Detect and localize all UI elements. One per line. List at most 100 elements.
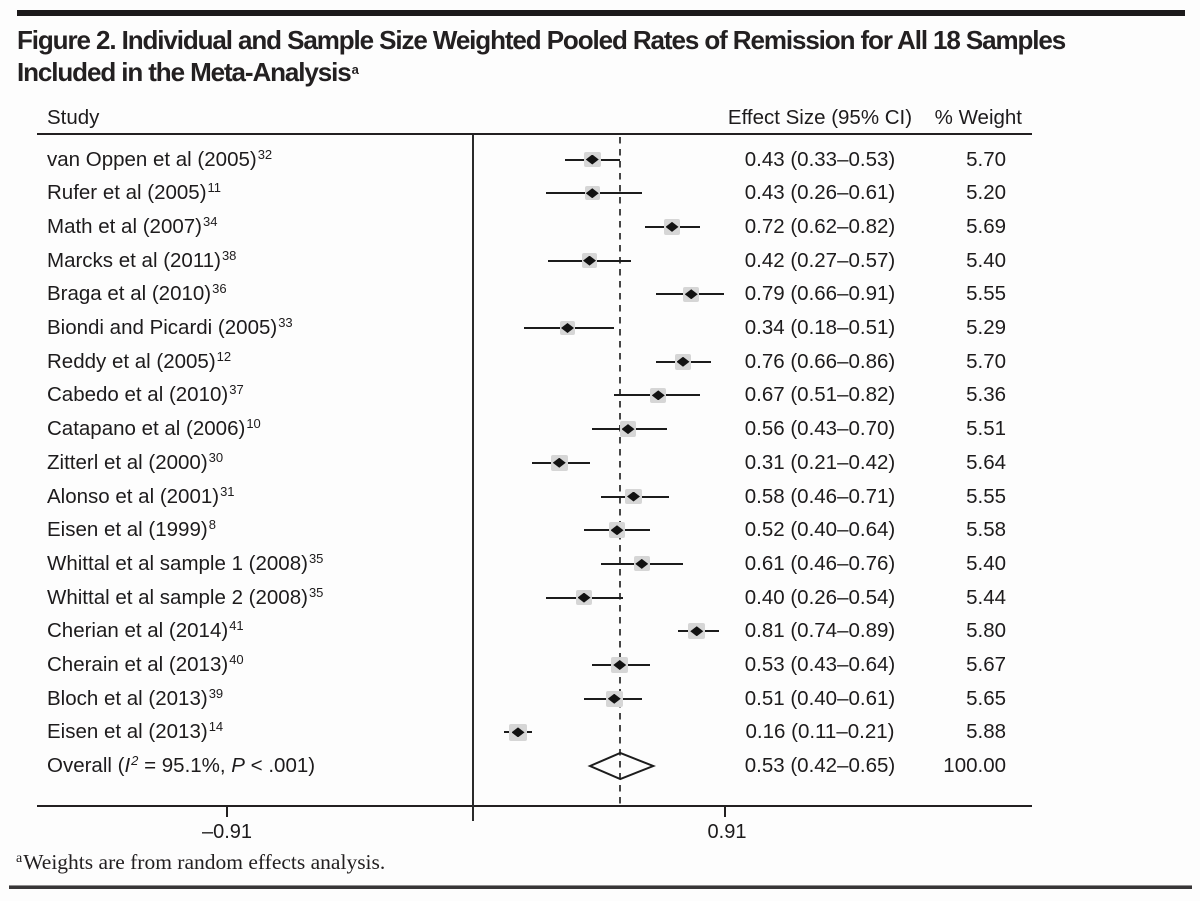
effect-size-value: 0.76 (0.66–0.86) — [744, 349, 896, 373]
study-ref: 41 — [229, 618, 244, 634]
weight-value: 5.44 — [966, 585, 1006, 609]
point-diamond — [610, 525, 624, 536]
effect-size-value: 0.72 (0.62–0.82) — [744, 214, 896, 238]
study-ref: 37 — [229, 382, 244, 398]
study-label: Cherain et al (2013)40 — [47, 652, 244, 676]
study-label: Math et al (2007)34 — [47, 213, 218, 238]
study-label: Cherian et al (2014)41 — [47, 618, 244, 643]
study-ref: 33 — [278, 315, 293, 330]
study-ref: 39 — [208, 685, 224, 701]
study-label: Marcks et al (2011)38 — [47, 247, 237, 272]
effect-size-value: 0.43 (0.26–0.61) — [744, 181, 896, 205]
point-diamond — [651, 390, 665, 401]
weight-value: 5.69 — [966, 214, 1006, 238]
column-header-effect-size: Effect Size (95% CI) — [727, 106, 913, 129]
figure-title-footnote-marker: a — [351, 62, 359, 77]
weight-value: 5.64 — [966, 450, 1006, 474]
footnote: aWeights are from random effects analysi… — [16, 850, 385, 875]
study-label: Alonso et al (2001)31 — [47, 483, 235, 508]
effect-size-value: 0.79 (0.66–0.91) — [744, 282, 896, 306]
weight-value: 5.55 — [966, 282, 1006, 306]
effect-size-value: 0.53 (0.43–0.64) — [744, 653, 896, 676]
weight-value: 5.20 — [966, 181, 1006, 205]
point-diamond — [585, 188, 599, 199]
weight-value: 5.88 — [966, 720, 1006, 744]
study-label: Bloch et al (2013)39 — [47, 685, 224, 710]
study-ref: 35 — [308, 550, 324, 566]
effect-size-value: 0.40 (0.26–0.54) — [744, 585, 896, 609]
effect-size-value: 0.67 (0.51–0.82) — [744, 383, 896, 407]
overall-diamond — [586, 752, 656, 781]
weight-value: 5.65 — [966, 686, 1006, 710]
overall-label-part: I — [124, 754, 131, 778]
column-header-study: Study — [47, 106, 100, 129]
study-label: Whittal et al sample 2 (2008)35 — [47, 584, 324, 609]
point-diamond — [577, 592, 591, 603]
weight-value: 5.55 — [966, 484, 1006, 508]
effect-size-value: 0.58 (0.46–0.71) — [744, 484, 896, 508]
study-ref: 40 — [229, 652, 244, 667]
point-diamond — [627, 491, 640, 502]
column-header-weight: % Weight — [934, 106, 1022, 129]
effect-size-value: 0.43 (0.33–0.53) — [744, 147, 896, 171]
weight-value: 5.70 — [966, 147, 1006, 171]
footnote-text: Weights are from random effects analysis… — [23, 850, 386, 874]
study-label: Whittal et al sample 1 (2008)35 — [47, 550, 324, 575]
weight-value: 5.51 — [966, 417, 1006, 441]
study-ref: 36 — [212, 281, 227, 297]
study-ref: 11 — [207, 180, 222, 196]
pooled-dashed-line — [619, 137, 621, 806]
weight-value: 5.40 — [966, 248, 1006, 272]
weight-value: 5.58 — [966, 518, 1006, 542]
study-ref: 31 — [220, 483, 235, 499]
point-diamond — [635, 558, 649, 569]
overall-label-part: P — [231, 754, 245, 778]
effect-size-value: 0.56 (0.43–0.70) — [744, 417, 896, 441]
effect-size-value: 0.61 (0.46–0.76) — [744, 551, 896, 575]
weight-value: 5.70 — [966, 349, 1006, 373]
effect-size-value: 0.42 (0.27–0.57) — [744, 248, 896, 272]
x-tick-right — [724, 807, 727, 817]
point-diamond — [511, 727, 525, 738]
point-diamond — [621, 424, 635, 435]
weight-value: 5.80 — [966, 619, 1006, 643]
x-axis-line — [37, 805, 1032, 808]
overall-label-part: 2 — [131, 753, 139, 769]
study-label: Braga et al (2010)36 — [47, 281, 227, 306]
study-label: Cabedo et al (2010)37 — [47, 382, 244, 407]
overall-label-part: < .001) — [244, 754, 316, 778]
study-ref: 10 — [246, 416, 261, 432]
overall-label-part: = 95.1%, — [138, 754, 232, 778]
study-ref: 30 — [208, 449, 224, 465]
study-label: van Oppen et al (2005)32 — [47, 146, 273, 171]
effect-size-value: 0.16 (0.11–0.21) — [745, 720, 895, 744]
weight-value: 5.67 — [966, 653, 1006, 676]
study-ref: 8 — [208, 517, 216, 533]
point-diamond — [552, 457, 566, 468]
weight-value: 100.00 — [943, 754, 1006, 778]
figure-title-line1: Figure 2. Individual and Sample Size Wei… — [17, 25, 1066, 55]
effect-size-value: 0.52 (0.40–0.64) — [744, 518, 896, 542]
point-diamond — [690, 626, 704, 637]
point-diamond — [676, 356, 690, 367]
point-diamond — [607, 693, 621, 704]
figure-title-line2-text: Included in the Meta-Analysis — [17, 57, 352, 87]
point-diamond — [613, 660, 627, 670]
weight-value: 5.36 — [966, 383, 1006, 407]
study-label: Zitterl et al (2000)30 — [47, 449, 224, 474]
point-diamond — [684, 289, 698, 300]
overall-label-part: Overall ( — [47, 754, 125, 778]
study-ref: 32 — [257, 146, 273, 162]
figure-title: Figure 2. Individual and Sample Size Wei… — [17, 24, 1066, 93]
study-ref: 34 — [202, 213, 218, 229]
x-tick-label-left: –0.91 — [201, 821, 253, 843]
effect-size-value: 0.81 (0.74–0.89) — [744, 619, 896, 643]
effect-size-value: 0.51 (0.40–0.61) — [744, 686, 896, 710]
effect-size-value: 0.31 (0.21–0.42) — [744, 450, 896, 474]
figure-bottom-rule — [9, 885, 1192, 889]
x-tick-left — [226, 807, 229, 817]
study-label: Biondi and Picardi (2005)33 — [47, 315, 293, 339]
overall-label: Overall (I2 = 95.1%, P < .001) — [47, 753, 315, 780]
